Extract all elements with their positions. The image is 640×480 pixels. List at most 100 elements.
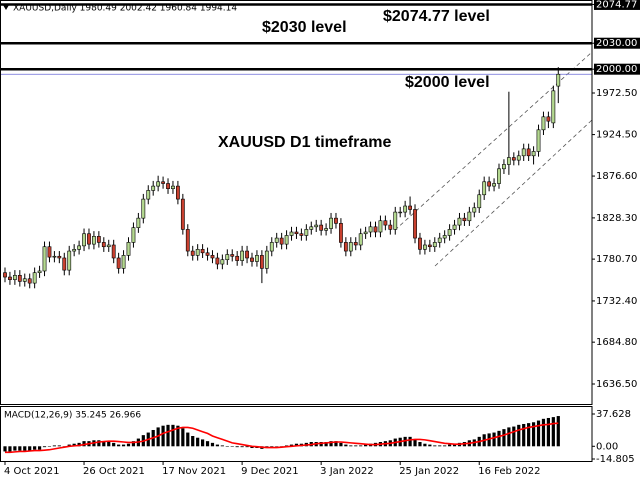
candle-body [106,244,111,248]
candle-body [22,278,27,282]
macd-bar [423,443,427,447]
macd-tick-label: -14.805 [596,454,635,465]
macd-bar [97,440,101,447]
candle-body [358,233,363,246]
macd-bar [433,445,437,447]
candle-body [17,275,22,282]
macd-bar [541,418,546,447]
annotation: XAUUSD D1 timeframe [218,134,391,151]
macd-bar [8,446,12,452]
candle-body [368,226,373,233]
macd-bar [522,423,526,447]
macd-bar [215,444,220,447]
macd-bar [270,446,274,448]
macd-bar [171,424,175,447]
candle-body [497,168,501,184]
candle-body [279,237,284,245]
macd-bar [492,432,496,447]
candle-body [151,185,156,191]
macd-bar [67,444,71,447]
level-label: 2030.00 [596,38,637,49]
candle-body [304,229,309,236]
macd-bar [18,446,22,451]
candle-body [373,226,378,233]
candle-body [511,157,516,161]
candle-body [457,217,462,226]
candle-body [551,90,556,124]
candle-body [482,181,487,196]
candle-body [141,198,146,219]
macd-bar [82,441,86,447]
candle-body [116,257,121,269]
x-tick-label: 26 Oct 2021 [83,466,145,477]
candle-body [506,157,511,165]
candle-body [339,223,343,243]
candle-body [556,73,561,87]
candle-body [294,231,299,235]
macd-bar [438,445,442,447]
candle-body [235,255,240,261]
candle-body [166,183,170,190]
macd-bar [240,446,244,448]
macd-bar [72,443,76,447]
candle-body [393,211,398,230]
macd-bar [329,441,333,447]
candle-body [12,275,17,280]
candle-body [259,255,264,269]
candle-body [531,151,536,157]
macd-bar [126,443,131,447]
candle-body [437,237,442,243]
x-tick-label: 16 Feb 2022 [478,466,540,477]
candle-body [156,181,161,187]
annotation: $2074.77 level [383,8,490,25]
candle-body [324,228,329,231]
candle-body [146,190,151,200]
macd-bar [413,439,417,447]
macd-bar [57,445,61,447]
candle-body [220,259,225,265]
candle-body [37,270,42,274]
macd-bar [339,442,343,447]
macd-bar [77,442,81,447]
macd-bar [42,446,47,448]
candle-body [47,246,52,258]
macd-bar [275,446,279,447]
candle-body [136,217,141,228]
candle-body [526,148,531,157]
macd-bar [497,430,501,447]
macd-bar [448,444,452,447]
candle-body [383,220,388,226]
candle-body [442,235,447,239]
candle-body [378,220,383,233]
macd-bar [517,424,521,447]
annotation: $2030 level [262,19,347,36]
macd-bar [507,427,511,447]
macd-bar [556,416,560,447]
macd-bar [201,439,205,447]
macd-bar [102,441,106,447]
macd-bar [344,444,348,447]
y-tick-label: 1828.30 [596,213,637,224]
macd-bar [13,446,17,451]
y-tick-label: 1876.60 [596,171,637,182]
candle-body [413,209,417,239]
macd-bar [512,426,516,447]
candle-body [398,211,403,214]
macd-panel [3,416,560,454]
x-tick-label: 17 Nov 2021 [162,466,226,477]
macd-bar [191,435,195,447]
candle-body [329,217,333,229]
macd-bar [23,446,27,451]
candle-body [131,227,136,243]
candle-body [52,255,57,258]
candle-body [309,226,314,230]
candle-body [8,276,12,280]
x-tick-label: 3 Jan 2022 [320,466,374,477]
candle-body [432,242,437,248]
macd-bar [205,441,210,447]
macd-tick-label: 37.628 [596,409,631,420]
candle-body [101,242,106,248]
candle-body [3,272,7,278]
candle-body [452,224,457,230]
